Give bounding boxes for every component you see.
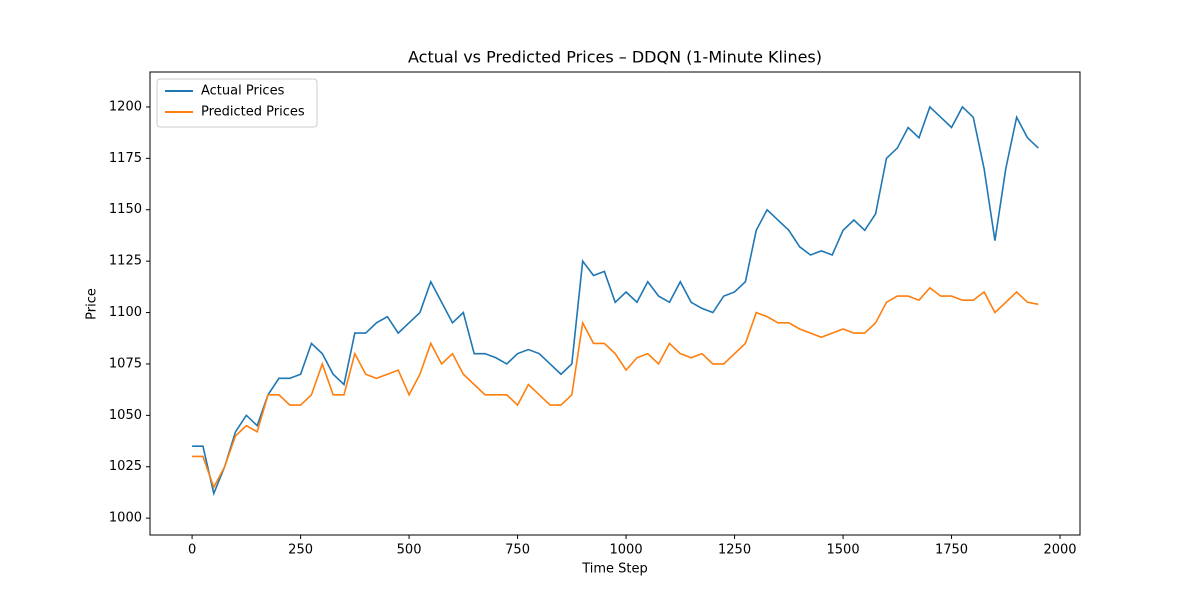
- legend-box: [156, 78, 318, 128]
- y-axis-label: Price: [85, 288, 100, 320]
- x-tick-label: 1250: [718, 543, 751, 558]
- y-tick-label: 1000: [109, 511, 142, 526]
- x-tick-label: 1000: [610, 543, 643, 558]
- series-line: [192, 286, 1039, 490]
- legend-label: Actual Prices: [201, 84, 285, 99]
- y-tick-label: 1200: [109, 99, 142, 114]
- y-tick-label: 1050: [109, 408, 142, 423]
- x-tick-label: 2000: [1043, 543, 1076, 558]
- x-tick-label: 0: [188, 543, 196, 558]
- chart-title: Actual vs Predicted Prices – DDQN (1-Min…: [408, 48, 822, 67]
- y-tick-label: 1100: [109, 305, 142, 320]
- y-tick-label: 1075: [109, 356, 142, 371]
- y-tick-label: 1175: [109, 151, 142, 166]
- series-line: [192, 105, 1039, 497]
- x-axis-label: Time Step: [581, 562, 648, 577]
- y-tick-label: 1125: [109, 254, 142, 269]
- x-tick-label: 1750: [935, 543, 968, 558]
- legend-label: Predicted Prices: [201, 105, 305, 120]
- x-tick-label: 1500: [827, 543, 860, 558]
- y-tick-label: 1025: [109, 459, 142, 474]
- y-tick-label: 1150: [109, 202, 142, 217]
- x-tick-label: 750: [505, 543, 530, 558]
- x-tick-label: 500: [397, 543, 422, 558]
- plot-frame: [149, 71, 1081, 536]
- x-tick-label: 250: [288, 543, 313, 558]
